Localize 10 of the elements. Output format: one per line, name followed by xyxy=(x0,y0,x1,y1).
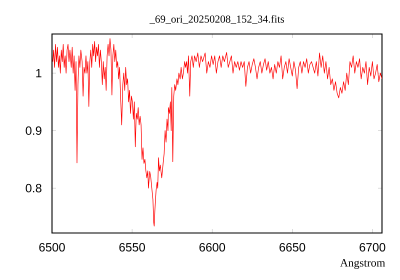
y-tick-label: 1 xyxy=(36,68,42,78)
x-tick-label: 6600 xyxy=(199,243,226,252)
y-tick-label: 0.8 xyxy=(26,184,42,192)
x-tick-label: 6550 xyxy=(119,243,145,252)
x-axis-title: Angstrom xyxy=(340,259,386,269)
x-tick-label: 6500 xyxy=(39,243,65,252)
x-tick-label: 6700 xyxy=(360,243,386,252)
x-tick-label: 6650 xyxy=(280,243,306,252)
chart-title: _69_ori_20250208_152_34.fits xyxy=(150,15,284,24)
y-tick-label: 0.9 xyxy=(26,126,42,135)
